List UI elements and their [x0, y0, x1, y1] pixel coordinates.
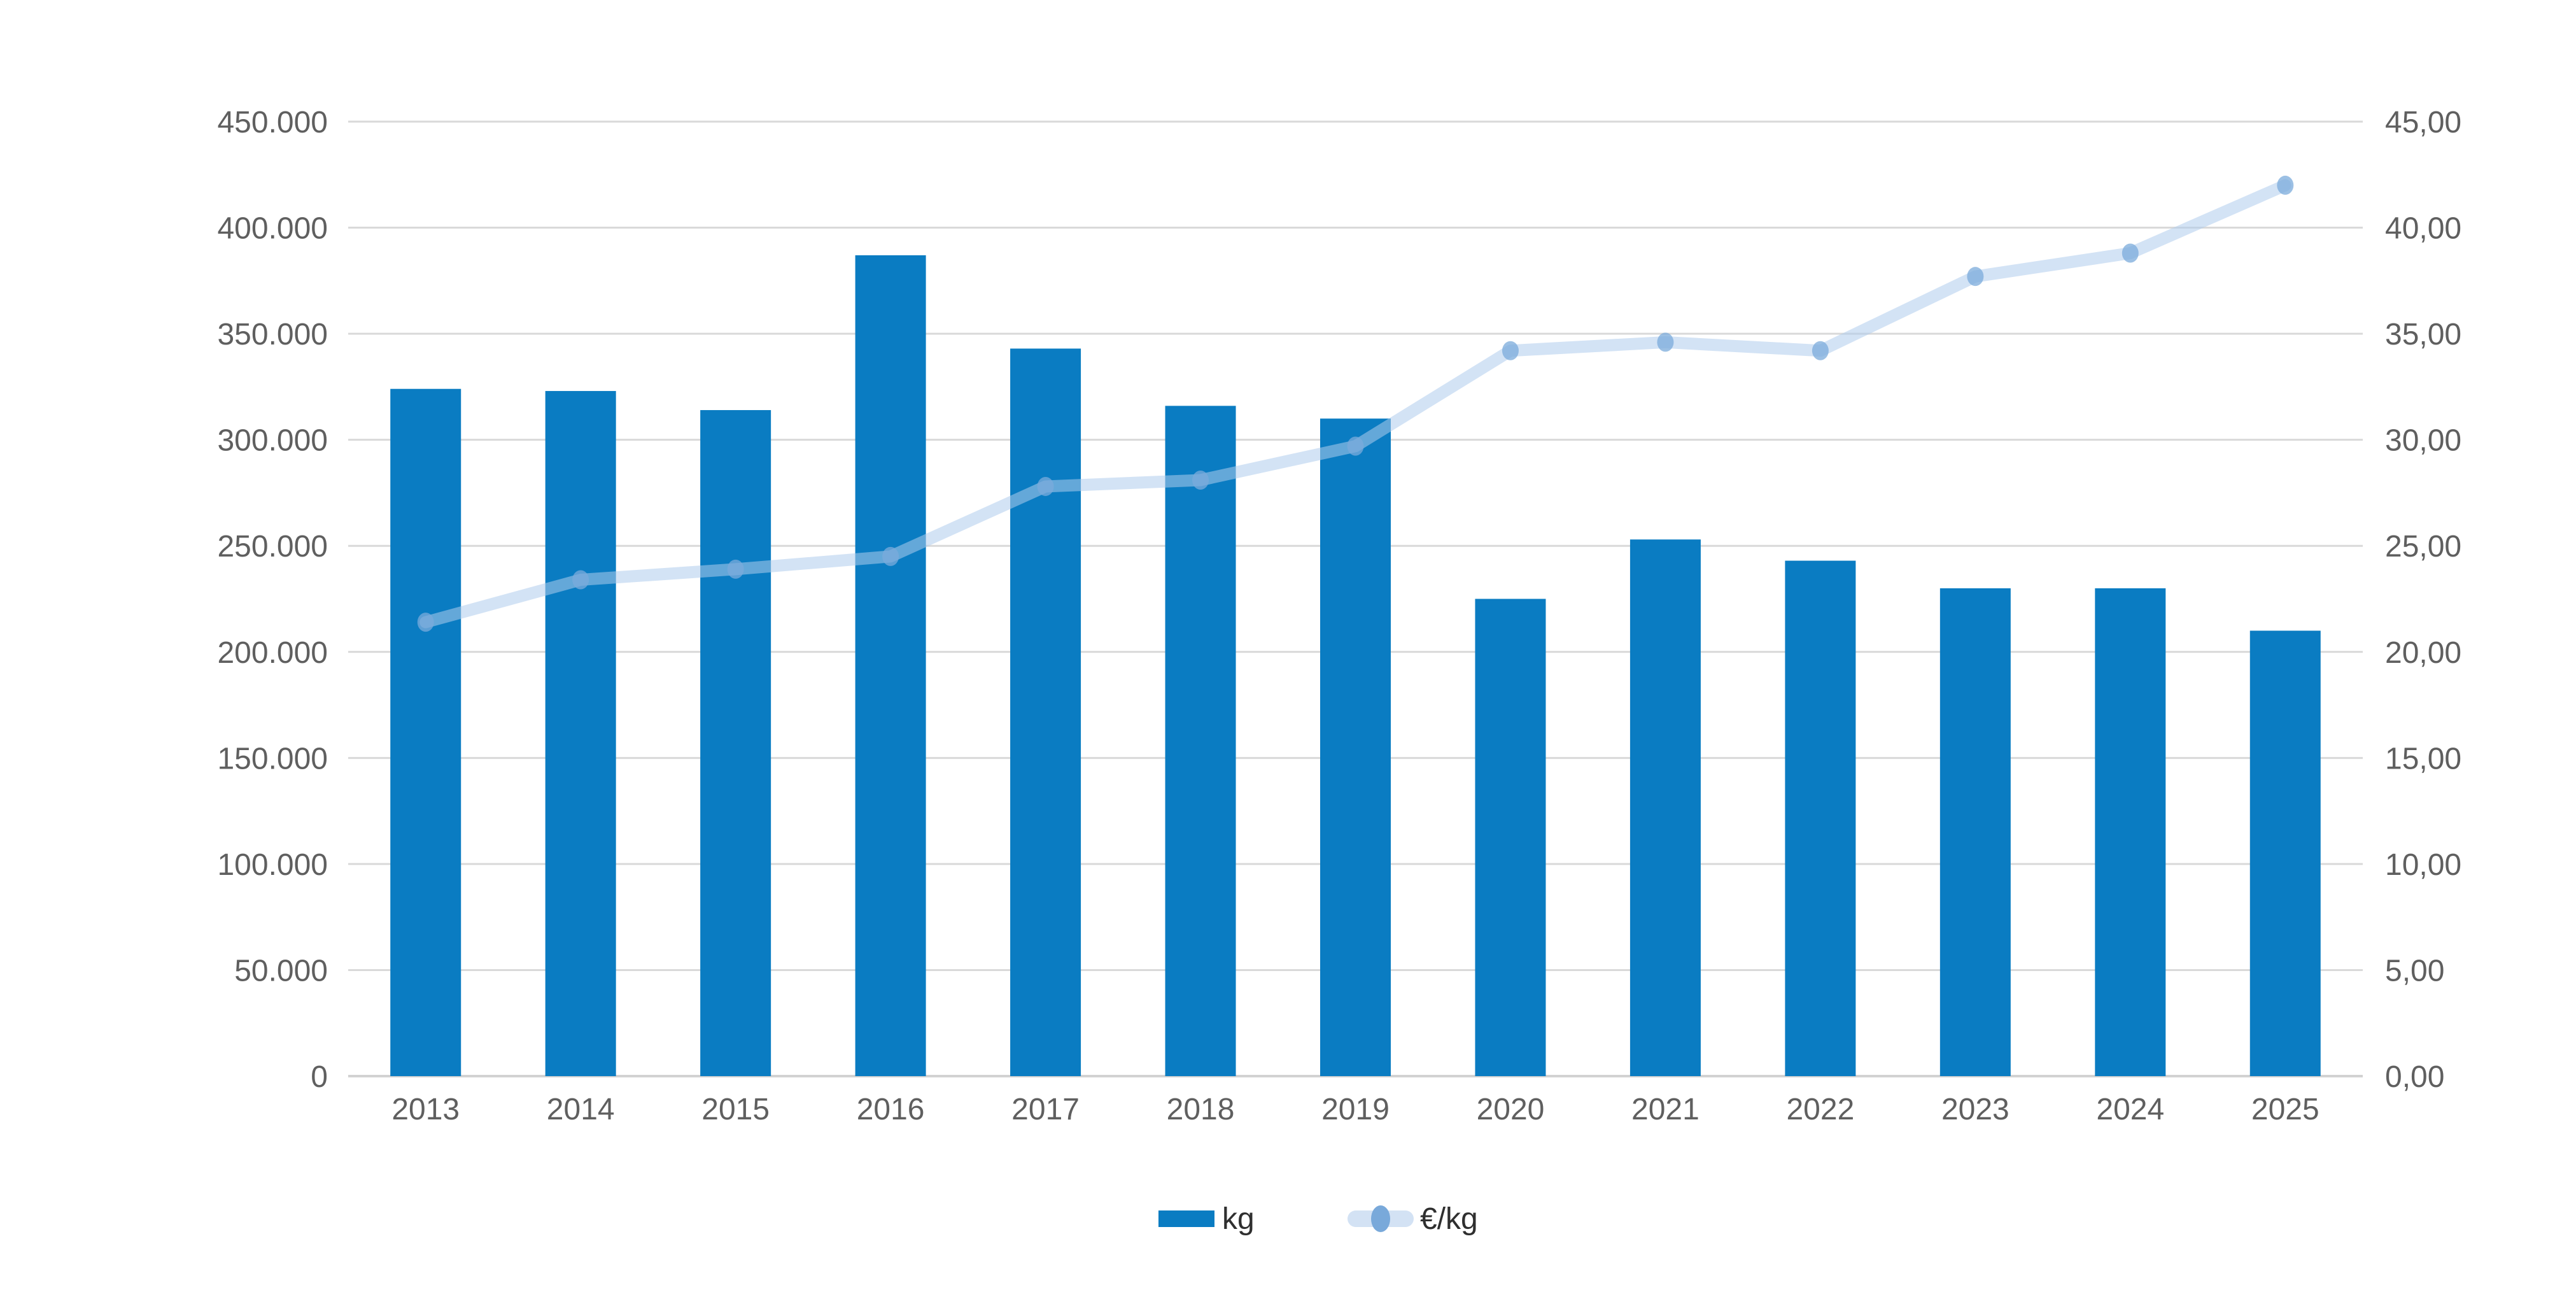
left-axis-tick-label: 100.000 — [217, 848, 328, 882]
eur-per-kg-marker-dot-icon — [1371, 1205, 1390, 1232]
line-marker-2024[interactable] — [2122, 243, 2139, 263]
right-axis-tick-label: 0,00 — [2385, 1060, 2444, 1094]
right-axis-tick-label: 45,00 — [2385, 106, 2461, 139]
bar-2016[interactable] — [855, 255, 926, 1076]
bar-2022[interactable] — [1785, 560, 1856, 1076]
line-marker-2025[interactable] — [2277, 175, 2294, 195]
bar-2018[interactable] — [1165, 406, 1236, 1076]
legend-item-eur-per-kg[interactable]: €/kg — [1348, 1201, 1478, 1237]
bar-2013[interactable] — [390, 388, 461, 1076]
right-axis-tick-label: 30,00 — [2385, 424, 2461, 458]
line-marker-2023[interactable] — [1967, 267, 1984, 287]
eur-per-kg-line-swatch — [1348, 1205, 1414, 1232]
left-axis-tick-label: 250.000 — [217, 530, 328, 564]
right-axis-tick-label: 10,00 — [2385, 848, 2461, 882]
right-axis-tick-label: 25,00 — [2385, 530, 2461, 564]
bar-2024[interactable] — [2095, 588, 2166, 1076]
line-markers-eur-per-kg — [417, 175, 2294, 632]
line-marker-2013[interactable] — [417, 613, 434, 632]
bar-2025[interactable] — [2249, 630, 2321, 1076]
kg-bar-swatch — [1158, 1210, 1214, 1227]
x-axis-tick-label: 2020 — [1477, 1093, 1545, 1126]
line-marker-2022[interactable] — [1812, 341, 1829, 360]
x-axis-tick-label: 2019 — [1321, 1093, 1390, 1126]
bar-2020[interactable] — [1475, 599, 1546, 1077]
left-axis-tick-label: 0 — [311, 1060, 328, 1094]
left-axis-tick-label: 350.000 — [217, 318, 328, 351]
x-axis-tick-label: 2016 — [857, 1093, 925, 1126]
bar-2023[interactable] — [1939, 588, 2011, 1076]
x-axis-tick-label: 2013 — [391, 1093, 460, 1126]
x-axis-tick-label: 2018 — [1167, 1093, 1235, 1126]
line-marker-2017[interactable] — [1037, 476, 1054, 496]
left-axis-tick-label: 300.000 — [217, 424, 328, 458]
line-marker-2020[interactable] — [1502, 341, 1519, 360]
right-axis-tick-label: 35,00 — [2385, 318, 2461, 351]
legend-label-eur-per-kg: €/kg — [1420, 1202, 1478, 1236]
line-marker-2016[interactable] — [882, 546, 899, 566]
right-axis-tick-label: 5,00 — [2385, 954, 2444, 988]
x-axis-tick-label: 2024 — [2096, 1093, 2164, 1126]
x-axis-tick-label: 2014 — [547, 1093, 615, 1126]
left-axis-tick-label: 50.000 — [234, 954, 328, 988]
line-marker-2021[interactable] — [1657, 332, 1674, 352]
bar-series-kg — [390, 255, 2321, 1077]
left-axis-tick-label: 200.000 — [217, 636, 328, 670]
x-axis-tick-label: 2017 — [1011, 1093, 1080, 1126]
bar-2017[interactable] — [1010, 348, 1081, 1076]
x-axis-tick-label: 2015 — [701, 1093, 770, 1126]
bar-2014[interactable] — [545, 391, 616, 1077]
bar-2021[interactable] — [1629, 539, 1701, 1076]
legend-item-kg[interactable]: kg — [1158, 1201, 1255, 1237]
left-axis-tick-label: 400.000 — [217, 212, 328, 246]
right-axis-tick-label: 20,00 — [2385, 636, 2461, 670]
bar-2015[interactable] — [700, 410, 771, 1076]
line-marker-2018[interactable] — [1192, 470, 1209, 490]
bar-2019[interactable] — [1320, 418, 1391, 1077]
x-axis-tick-label: 2022 — [1786, 1093, 1854, 1126]
line-marker-2015[interactable] — [727, 559, 744, 579]
x-axis-tick-label: 2023 — [1941, 1093, 2009, 1126]
x-axis-tick-label: 2021 — [1631, 1093, 1700, 1126]
right-axis-tick-label: 40,00 — [2385, 212, 2461, 246]
legend-label-kg: kg — [1222, 1202, 1255, 1236]
line-marker-2019[interactable] — [1347, 436, 1364, 456]
left-axis-tick-label: 450.000 — [217, 106, 328, 139]
right-axis-tick-label: 15,00 — [2385, 742, 2461, 776]
left-axis-tick-label: 150.000 — [217, 742, 328, 776]
chart-legend: kg €/kg — [0, 1201, 2576, 1239]
line-marker-2014[interactable] — [572, 570, 589, 590]
x-axis-tick-label: 2025 — [2251, 1093, 2319, 1126]
